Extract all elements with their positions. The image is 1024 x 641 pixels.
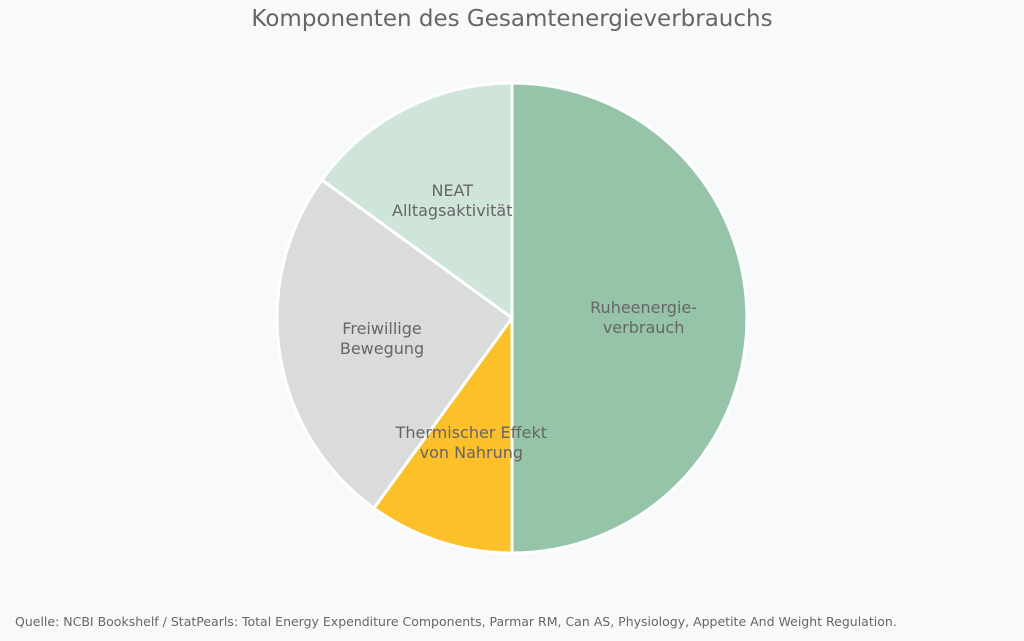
slice-label: Thermischer Effekt von Nahrung (395, 423, 548, 463)
pie-slice (319, 81, 514, 321)
chart-title: Komponenten des Gesamtenergieverbrauchs (251, 6, 773, 32)
slice-label: Freiwillige Bewegung (339, 318, 425, 358)
pie-slice (275, 177, 515, 511)
pie-slice (510, 81, 749, 555)
slice-label: Ruheenergie- verbrauch (590, 298, 698, 337)
source-note: Quelle: NCBI Bookshelf / StatPearls: Tot… (15, 614, 897, 629)
pie-slice (371, 313, 514, 555)
slice-label: NEAT Alltagsaktivität (392, 180, 513, 220)
